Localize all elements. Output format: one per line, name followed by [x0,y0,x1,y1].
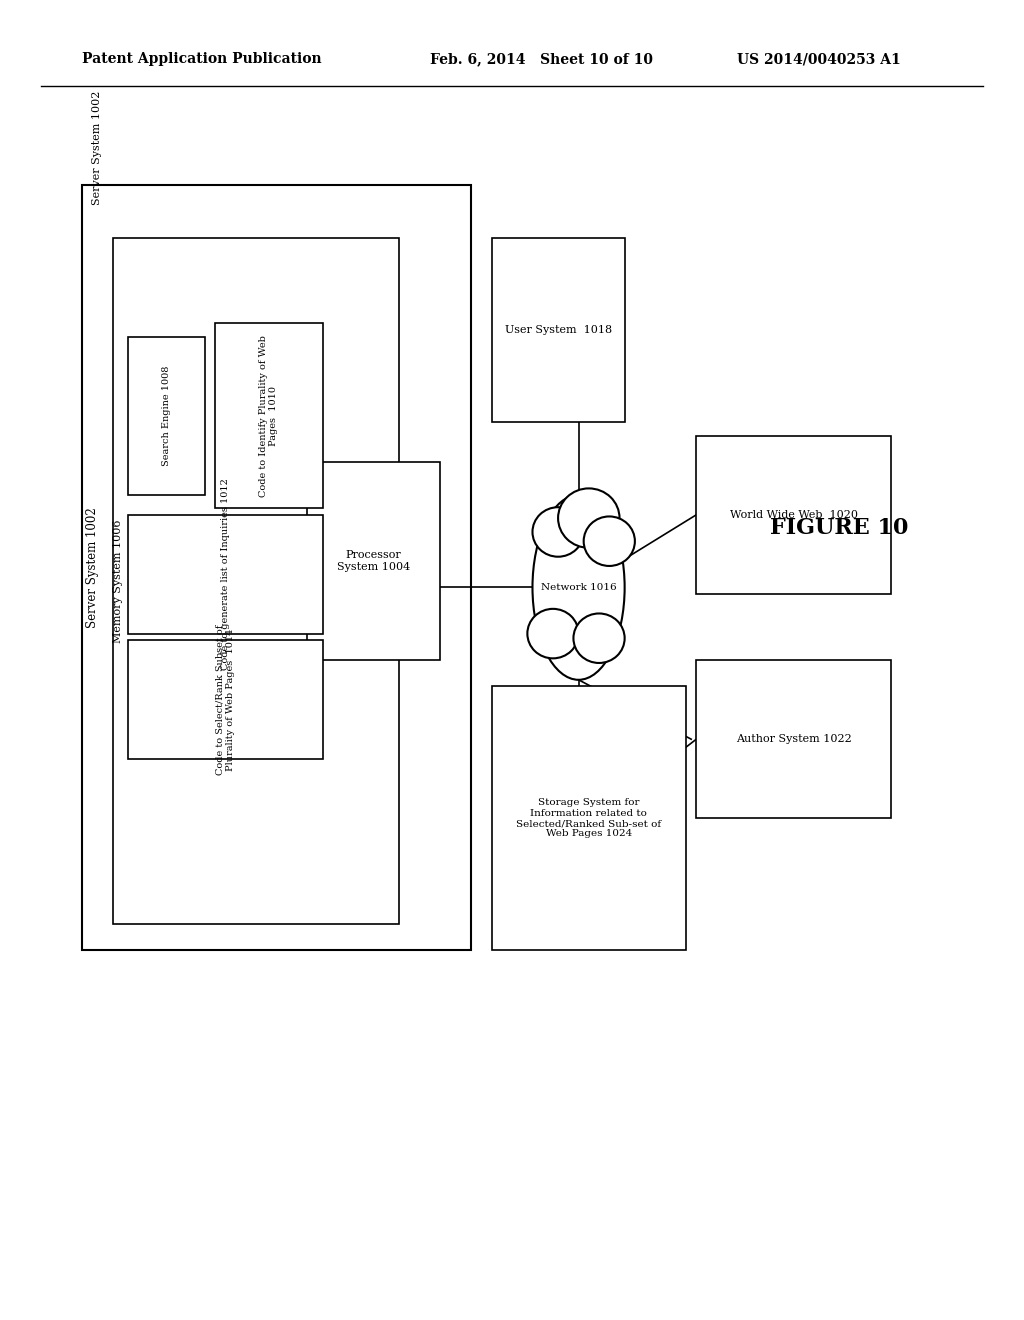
FancyBboxPatch shape [307,462,440,660]
Text: Processor
System 1004: Processor System 1004 [337,550,411,572]
FancyBboxPatch shape [128,515,323,634]
FancyBboxPatch shape [113,238,399,924]
Text: Code to generate list of Inquiries 1012: Code to generate list of Inquiries 1012 [221,478,229,671]
Text: Memory System 1006: Memory System 1006 [113,519,123,643]
Text: Code to Select/Rank Subset of
Plurality of Web Pages  1014: Code to Select/Rank Subset of Plurality … [216,624,234,775]
Text: Author System 1022: Author System 1022 [735,734,852,744]
FancyBboxPatch shape [128,640,323,759]
Text: User System  1018: User System 1018 [505,325,611,335]
Text: Patent Application Publication: Patent Application Publication [82,53,322,66]
Ellipse shape [527,609,579,659]
Ellipse shape [558,488,620,548]
Text: Search Engine 1008: Search Engine 1008 [162,366,171,466]
Text: World Wide Web  1020: World Wide Web 1020 [729,510,858,520]
Text: Server System 1002: Server System 1002 [92,90,102,205]
Ellipse shape [584,516,635,566]
FancyBboxPatch shape [696,660,891,818]
Text: FIGURE 10: FIGURE 10 [770,517,909,539]
Ellipse shape [532,507,584,557]
Text: Code to Identify Plurality of Web
Pages  1010: Code to Identify Plurality of Web Pages … [259,335,279,496]
Ellipse shape [573,614,625,663]
Text: Network 1016: Network 1016 [541,583,616,591]
Text: Storage System for
Information related to
Selected/Ranked Sub-set of
Web Pages 1: Storage System for Information related t… [516,799,662,838]
FancyBboxPatch shape [492,238,625,422]
FancyBboxPatch shape [492,686,686,950]
Text: Server System 1002: Server System 1002 [86,507,98,628]
FancyBboxPatch shape [82,185,471,950]
FancyBboxPatch shape [128,337,205,495]
Text: US 2014/0040253 A1: US 2014/0040253 A1 [737,53,901,66]
FancyBboxPatch shape [696,436,891,594]
Ellipse shape [532,495,625,680]
Text: Feb. 6, 2014   Sheet 10 of 10: Feb. 6, 2014 Sheet 10 of 10 [430,53,653,66]
FancyBboxPatch shape [215,323,323,508]
